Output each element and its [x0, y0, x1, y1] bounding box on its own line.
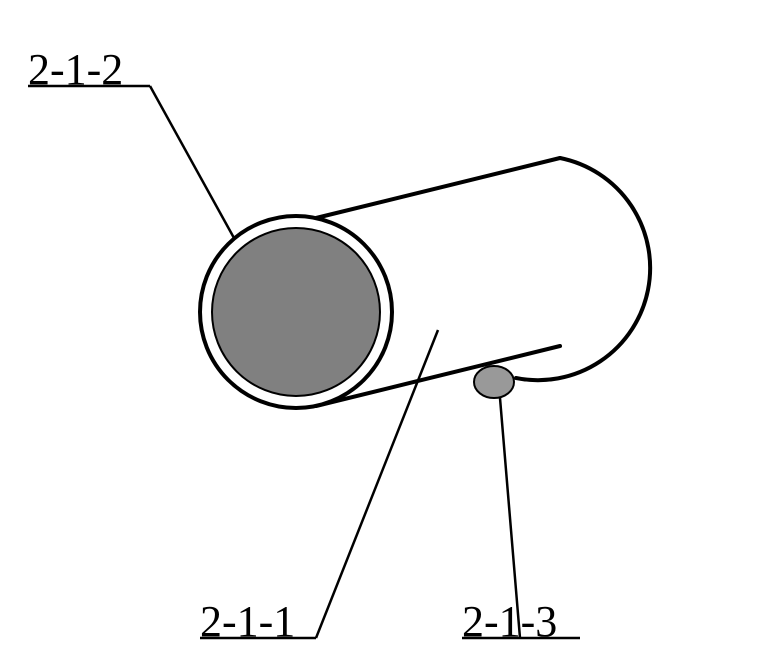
- label-2-1-3: 2-1-3: [462, 596, 557, 647]
- label-2-1-1: 2-1-1: [200, 596, 295, 647]
- label-2-1-2: 2-1-2: [28, 44, 123, 95]
- diagram-canvas: [0, 0, 778, 656]
